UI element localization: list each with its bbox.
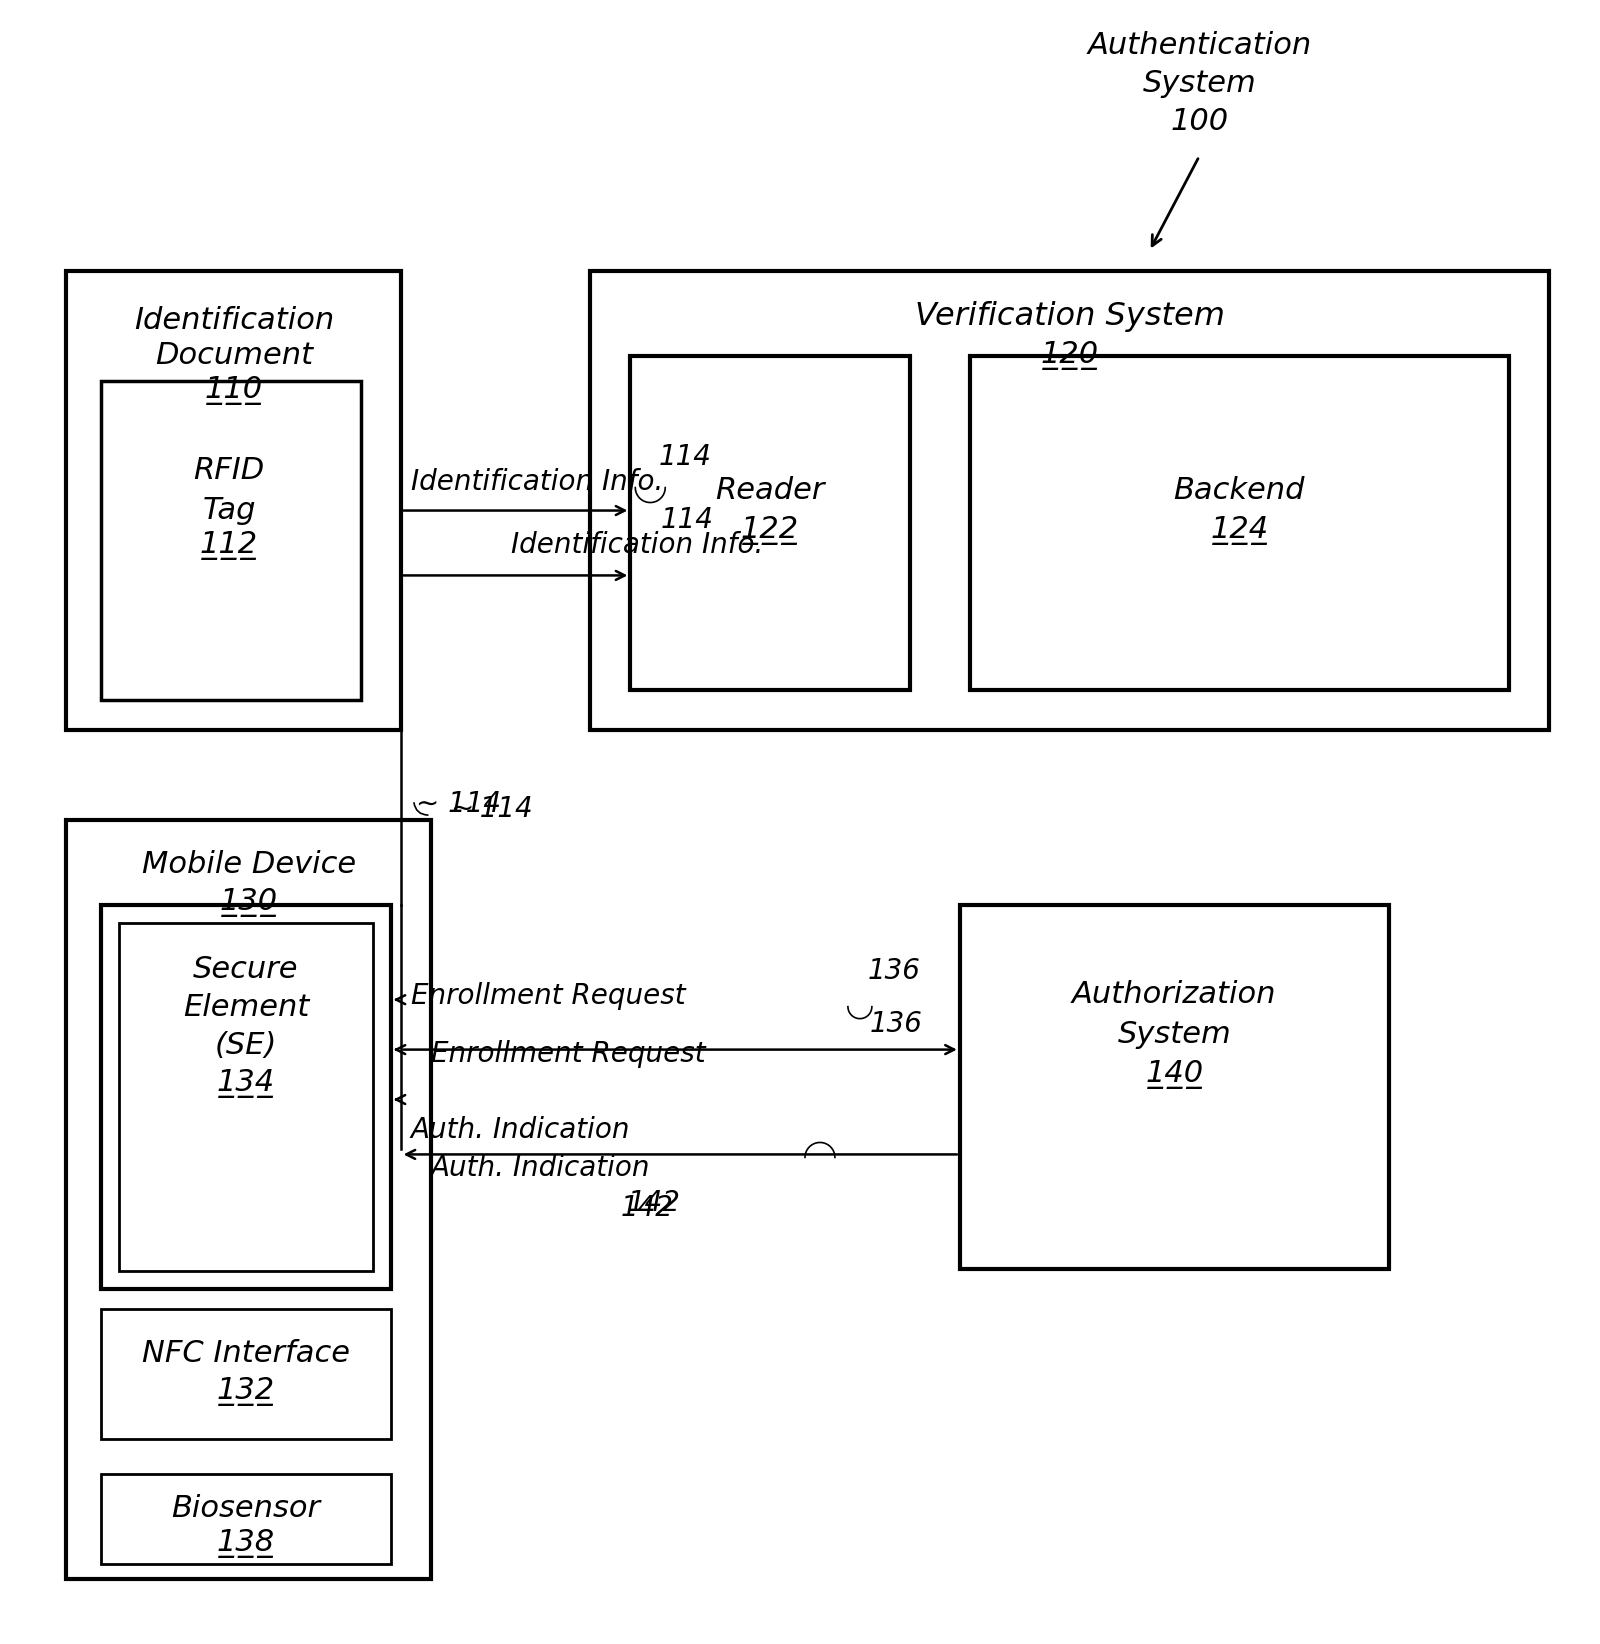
Text: NFC Interface: NFC Interface <box>142 1340 350 1368</box>
Text: Backend: Backend <box>1173 475 1306 505</box>
Bar <box>970 355 1509 690</box>
Text: 1̲3̲0̲: 1̲3̲0̲ <box>219 888 278 917</box>
Text: (SE): (SE) <box>214 1031 277 1060</box>
Bar <box>101 381 360 700</box>
Text: 1̲3̲8̲: 1̲3̲8̲ <box>218 1529 275 1559</box>
Text: Biosensor: Biosensor <box>171 1494 320 1522</box>
Text: 136: 136 <box>867 957 920 985</box>
Text: 142: 142 <box>627 1189 680 1217</box>
Text: 1̲1̲0̲: 1̲1̲0̲ <box>205 376 262 404</box>
Text: Secure: Secure <box>194 955 299 983</box>
Text: Identification: Identification <box>134 306 334 335</box>
Text: System: System <box>1117 1019 1232 1049</box>
Text: Identification Info.: Identification Info. <box>411 467 662 495</box>
Text: System: System <box>1142 69 1256 99</box>
Text: 1̲3̲4̲: 1̲3̲4̲ <box>218 1069 275 1098</box>
Text: 142: 142 <box>621 1194 674 1223</box>
Text: 100: 100 <box>1170 107 1229 136</box>
Bar <box>960 904 1389 1269</box>
Text: RFID: RFID <box>194 455 264 485</box>
Bar <box>66 271 400 730</box>
Text: ~ 114: ~ 114 <box>451 796 533 824</box>
Text: Enrollment Request: Enrollment Request <box>411 981 685 1009</box>
Bar <box>101 1309 390 1438</box>
Text: Reader: Reader <box>715 475 824 505</box>
Text: Element: Element <box>182 993 309 1021</box>
Text: Auth. Indication: Auth. Indication <box>411 1116 630 1144</box>
Text: Tag: Tag <box>202 495 256 524</box>
Bar <box>630 355 910 690</box>
Text: 1̲2̲4̲: 1̲2̲4̲ <box>1210 516 1269 544</box>
Text: ∼ 114: ∼ 114 <box>416 791 501 819</box>
Text: 1̲4̲0̲: 1̲4̲0̲ <box>1146 1060 1203 1088</box>
Text: 114: 114 <box>658 442 710 470</box>
Bar <box>118 922 373 1271</box>
Text: 1̲1̲2̲: 1̲1̲2̲ <box>200 531 258 559</box>
Text: Mobile Device: Mobile Device <box>142 850 357 880</box>
Text: Auth. Indication: Auth. Indication <box>430 1154 650 1182</box>
Text: Enrollment Request: Enrollment Request <box>430 1039 706 1067</box>
Text: Verification System: Verification System <box>915 301 1224 332</box>
Text: Document: Document <box>155 340 314 370</box>
Bar <box>101 1475 390 1563</box>
Text: 1̲2̲0̲: 1̲2̲0̲ <box>1040 340 1099 370</box>
Text: Authentication: Authentication <box>1086 31 1312 61</box>
Bar <box>101 904 390 1289</box>
Text: 1̲3̲2̲: 1̲3̲2̲ <box>218 1378 275 1406</box>
Text: 136: 136 <box>870 1009 923 1037</box>
Bar <box>590 271 1549 730</box>
Bar <box>66 820 430 1578</box>
Text: Identification Info.: Identification Info. <box>510 531 763 559</box>
Text: Authorization: Authorization <box>1072 980 1277 1009</box>
Text: 114: 114 <box>661 506 714 534</box>
Text: 1̲2̲2̲: 1̲2̲2̲ <box>741 516 798 544</box>
